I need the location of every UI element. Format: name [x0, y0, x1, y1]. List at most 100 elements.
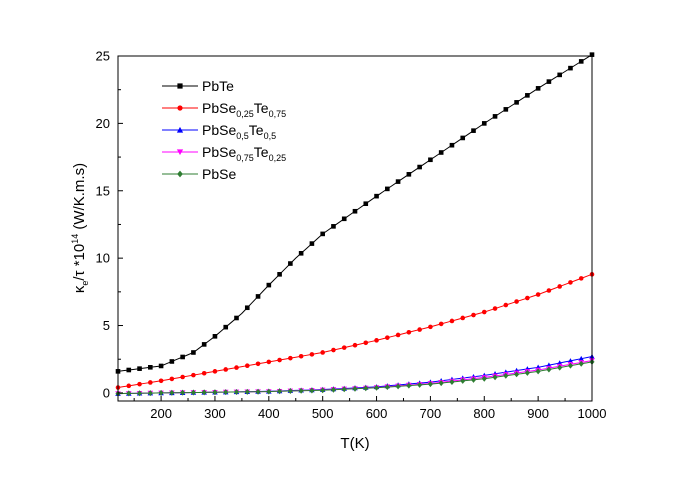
series-point — [180, 389, 186, 396]
series-point — [320, 231, 325, 237]
series-point — [288, 355, 293, 361]
series-point — [449, 318, 455, 324]
series-point — [266, 388, 272, 395]
series-point — [234, 315, 239, 321]
series-point — [352, 208, 358, 214]
series-point — [331, 347, 336, 353]
y-tick-label: 10 — [96, 251, 110, 266]
series-point — [266, 359, 272, 365]
series-point — [330, 386, 336, 393]
series-point — [470, 376, 477, 383]
legend-marker — [177, 105, 183, 111]
legend-label: PbSe0,75Te0,25 — [202, 144, 286, 163]
series-point — [525, 295, 530, 301]
legend-label-part: PbSe — [202, 166, 236, 182]
series-point — [341, 345, 347, 350]
series-point — [374, 193, 379, 199]
series-point — [481, 121, 487, 126]
legend-label-part: PbSe — [202, 122, 236, 138]
legend-entry-2: PbSe0,5Te0,5 — [162, 122, 276, 141]
legend: PbTePbSe0,25Te0,75PbSe0,5Te0,5PbSe0,75Te… — [162, 78, 286, 182]
series-point — [525, 93, 530, 98]
series-point — [395, 179, 401, 184]
legend-label-part: Te — [254, 144, 269, 160]
series-point — [201, 370, 207, 376]
series-4 — [115, 358, 595, 397]
series-point — [277, 357, 282, 363]
series-point — [244, 388, 250, 395]
series-point — [126, 390, 132, 397]
series-point — [309, 241, 315, 246]
series-point — [137, 366, 142, 371]
series-point — [169, 359, 175, 364]
series-point — [363, 340, 369, 346]
series-point — [449, 142, 455, 148]
series-point — [288, 261, 293, 266]
series-point — [503, 302, 509, 308]
series-point — [126, 383, 132, 389]
series-point — [438, 380, 444, 387]
series-point — [492, 306, 498, 311]
x-tick-label: 800 — [473, 406, 495, 421]
series-point — [406, 329, 412, 335]
series-point — [309, 387, 315, 394]
series-point — [266, 282, 272, 288]
series-point — [514, 299, 519, 304]
series-point — [147, 390, 153, 397]
series-point — [503, 107, 509, 112]
legend-entry-3: PbSe0,75Te0,25 — [162, 144, 286, 163]
legend-label-part: PbSe — [202, 100, 236, 116]
y-axis-title-base: κ — [71, 285, 88, 293]
series-point — [244, 305, 250, 311]
legend-label-part: PbTe — [202, 78, 234, 94]
series-point — [331, 224, 336, 229]
series-point — [255, 388, 261, 395]
series-point — [212, 369, 218, 374]
x-tick-label: 700 — [420, 406, 442, 421]
series-point — [287, 388, 293, 395]
series-point — [578, 59, 584, 64]
legend-label-part: PbSe — [202, 144, 236, 160]
series-point — [578, 355, 584, 361]
series-point — [417, 381, 423, 388]
series-point — [191, 372, 196, 378]
series-point — [212, 389, 218, 396]
series-point — [190, 389, 196, 396]
series-point — [158, 363, 164, 369]
legend-label-subscript: 0,5 — [236, 131, 249, 141]
series-point — [180, 354, 185, 360]
series-point — [428, 324, 433, 330]
legend-marker — [176, 126, 184, 133]
series-line — [117, 273, 593, 389]
series-1 — [115, 272, 595, 390]
series-point — [244, 363, 250, 368]
series-point — [471, 312, 476, 318]
axis-ticks — [118, 55, 593, 401]
series-point — [567, 358, 574, 364]
series-point — [568, 280, 573, 285]
y-tick-label: 15 — [96, 183, 110, 198]
series-point — [277, 272, 282, 277]
x-tick-label: 900 — [527, 406, 549, 421]
y-tick-label: 20 — [96, 116, 110, 131]
axis-tick-labels: 200 300 400 500 600 700 800 900 1000 0 5 10 15 20 25 — [96, 49, 607, 422]
series-point — [427, 381, 433, 388]
series-point — [137, 381, 142, 387]
plot-series-layer — [115, 52, 595, 397]
y-axis-title-mid: /τ *10 — [71, 244, 88, 281]
series-point — [320, 387, 326, 394]
series-point — [406, 382, 412, 389]
y-axis-title-unit: (W/K.m.s) — [71, 163, 88, 234]
legend-label-subscript: 0,5 — [264, 131, 277, 141]
legend-label-subscript: 0,75 — [236, 153, 254, 163]
series-0 — [115, 52, 595, 374]
plot-frame — [117, 55, 593, 402]
legend-entry-1: PbSe0,25Te0,75 — [162, 100, 286, 119]
series-point — [428, 157, 433, 163]
legend-label-part: Te — [249, 122, 264, 138]
x-tick-label: 300 — [204, 406, 226, 421]
legend-label: PbSe0,5Te0,5 — [202, 122, 276, 141]
y-axis-title: κe/τ *1014 (W/K.m.s) — [70, 163, 90, 293]
series-point — [438, 150, 444, 155]
series-point — [535, 86, 541, 91]
